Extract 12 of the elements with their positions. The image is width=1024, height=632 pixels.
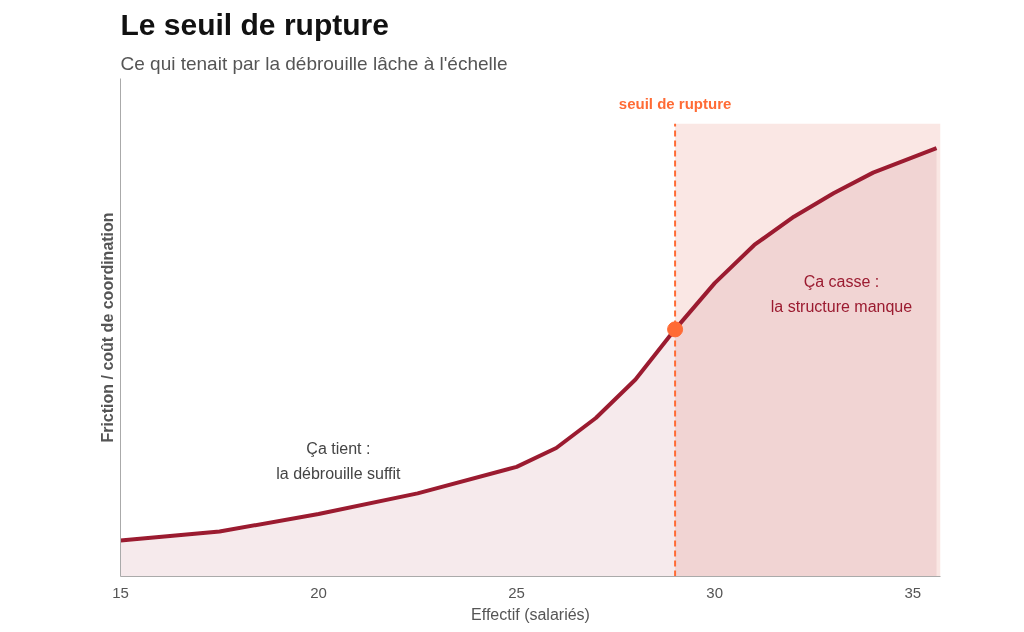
chart-title: Le seuil de rupture (120, 7, 389, 41)
x-tick-label: 35 (904, 583, 922, 601)
x-tick-label: 30 (706, 583, 724, 601)
chart-subtitle: Ce qui tenait par la débrouille lâche à l'échelle (120, 52, 508, 74)
ref-line-label: seuil de rupture (618, 94, 732, 112)
x-tick-label: 20 (310, 583, 327, 601)
x-axis-title: Effectif (salariés) (471, 605, 590, 623)
x-tick-label: 15 (112, 583, 129, 601)
annotation: Ça casse : la structure manque (770, 272, 913, 316)
annotation: Ça tient : la débrouille suffit (276, 439, 402, 483)
x-tick-label: 25 (508, 583, 525, 601)
y-axis-title: Friction / coût de coordination (98, 212, 116, 443)
